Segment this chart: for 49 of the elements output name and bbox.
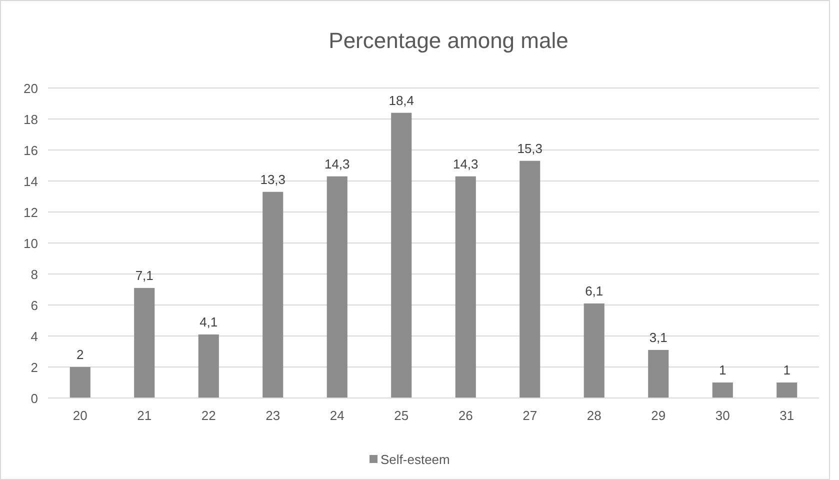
y-tick-label: 8 (30, 267, 38, 282)
x-tick-label: 28 (586, 408, 602, 423)
y-tick-label: 20 (24, 81, 38, 96)
bar (455, 176, 476, 398)
y-tick-label: 14 (24, 174, 38, 189)
x-tick-label: 27 (522, 408, 538, 423)
y-tick-label: 4 (30, 329, 38, 344)
y-tick-label: 2 (30, 360, 38, 375)
data-label: 1 (719, 362, 726, 378)
x-tick-label: 22 (201, 408, 216, 423)
data-label: 14,3 (452, 156, 478, 172)
data-label: 4,1 (200, 314, 218, 330)
bar (134, 288, 155, 398)
y-tick-label: 12 (24, 205, 38, 220)
bar (712, 382, 733, 398)
x-tick-label: 25 (394, 408, 409, 423)
data-label: 6,1 (585, 283, 604, 298)
x-tick-label: 21 (137, 408, 152, 423)
x-tick-label: 23 (266, 408, 280, 423)
bar (326, 176, 348, 398)
bar (391, 112, 412, 398)
bar (262, 192, 284, 398)
y-tick-label: 18 (24, 112, 38, 127)
data-label: 13,3 (260, 172, 286, 187)
data-label: 2 (76, 347, 84, 362)
y-tick-label: 10 (24, 236, 38, 251)
y-tick-label: 6 (30, 298, 38, 313)
data-label: 3,1 (649, 330, 668, 345)
bar (520, 160, 540, 398)
x-tick-label: 26 (458, 408, 473, 423)
y-tick-label: 16 (24, 143, 38, 158)
chart-title: Percentage among male (328, 28, 568, 53)
bar (648, 350, 669, 398)
data-label: 15,3 (517, 140, 543, 156)
x-tick-label: 29 (651, 408, 666, 423)
bar (776, 382, 798, 398)
bar (584, 303, 604, 398)
x-tick-label: 30 (715, 408, 730, 423)
data-label: 7,1 (135, 268, 154, 283)
y-tick-label: 0 (30, 391, 38, 406)
x-tick-label: 20 (72, 408, 88, 423)
bar (198, 334, 219, 398)
bar (70, 367, 90, 398)
legend-label: Self-esteem (380, 452, 450, 467)
x-tick-label: 24 (330, 408, 344, 423)
data-label: 14,3 (324, 156, 350, 172)
data-label: 18,4 (388, 92, 414, 108)
x-tick-label: 31 (780, 408, 794, 423)
data-label: 1 (783, 362, 790, 378)
